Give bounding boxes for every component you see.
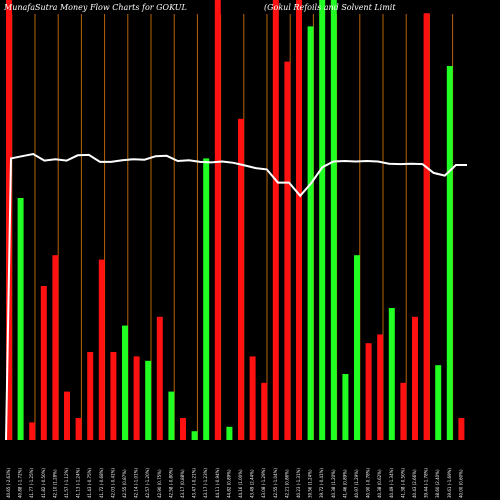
bar	[75, 418, 82, 440]
x-tick-label: 38.60 (2.40%)	[435, 469, 440, 498]
x-tick-label: 41.43 (-0.75%)	[87, 468, 92, 498]
x-tick-label: 42.90 (0.75%)	[157, 469, 162, 498]
bar	[214, 0, 221, 440]
x-tick-label: 41.72 (-0.68%)	[99, 468, 104, 498]
x-tick-label: 40.38 (0.62%)	[377, 469, 382, 498]
bar	[203, 158, 210, 440]
bar	[156, 316, 163, 440]
bar	[17, 198, 24, 440]
x-tick-label: 39.61 (-1.69%)	[447, 468, 452, 498]
x-tick-label: 39.44 (-1.78%)	[424, 468, 429, 498]
bar	[307, 26, 314, 441]
chart-title-right: (Gokul Refoils and Solvent Limit	[264, 3, 396, 12]
bar	[29, 422, 36, 440]
x-tick-label: 41.57 (-1.12%)	[64, 468, 69, 498]
bar	[133, 356, 140, 440]
bar	[249, 356, 256, 440]
x-tick-label: 40.97 (1.29%)	[354, 469, 359, 498]
x-tick-label: 42.57 (-1.20%)	[145, 468, 150, 498]
x-tick-label: 42.55 (-1.04%)	[273, 468, 278, 498]
x-tick-label: 39.56 (1.24%)	[308, 469, 313, 498]
x-tick-label: 43.08 (-1.29%)	[261, 468, 266, 498]
bar	[40, 286, 47, 440]
x-tick-label: 44.82 (0.89%)	[226, 469, 231, 498]
bar	[365, 343, 372, 440]
price-line-path	[5, 152, 467, 441]
bar	[272, 0, 279, 440]
bar	[412, 316, 418, 440]
x-tick-label: 43.17 (0.88%)	[180, 469, 185, 498]
x-tick-label: 42.10 (1.28%)	[52, 469, 57, 498]
x-tick-label: 42.03 (-0.41%)	[110, 468, 115, 498]
x-tick-label: 44.16 (1.00%)	[238, 469, 243, 498]
x-tick-labels: 40.65 (-2.63%) 40.88 (-1.72%) 41.77 (-1.25…	[6, 468, 463, 498]
x-tick-label: 40.49 (-1.34%)	[389, 468, 394, 498]
x-tick-label: 40.23 (-1.31%)	[296, 468, 301, 498]
bar	[122, 325, 128, 440]
bar	[400, 382, 407, 440]
x-tick-label: 42.58 (-0.80%)	[168, 468, 173, 498]
x-tick-label: 40.38 (1.20%)	[331, 469, 336, 498]
bar	[64, 391, 70, 440]
x-tick-label: 41.82 (-0.50%)	[41, 468, 46, 498]
x-tick-label: 40.88 (-1.72%)	[18, 468, 23, 498]
x-tick-label: 40.00 (0.60%)	[458, 469, 463, 498]
chart-title-left: MunafaSutra Money Flow Charts for GOKUL	[3, 3, 187, 12]
x-tick-label: 43.47 (-0.21%)	[192, 468, 197, 498]
x-tick-label: 40.90 (-0.78%)	[366, 468, 371, 498]
x-tick-label: 42.21 (0.86%)	[284, 469, 289, 498]
bar	[446, 66, 453, 440]
bar	[296, 0, 302, 440]
bar	[423, 13, 430, 440]
bar	[180, 418, 186, 440]
bar	[98, 259, 105, 440]
x-tick-label: 42.14 (-1.01%)	[134, 468, 139, 498]
price-line	[5, 152, 467, 441]
bar	[330, 0, 337, 440]
bar	[145, 360, 152, 440]
bar	[354, 255, 360, 440]
x-tick-label: 43.17 (-1.23%)	[203, 468, 208, 498]
bar	[168, 391, 175, 440]
bar	[284, 61, 291, 440]
x-tick-label: 39.72 (-0.41%)	[319, 468, 324, 498]
x-tick-label: 40.43 (2.66%)	[412, 469, 417, 498]
bar	[388, 308, 395, 440]
bar	[458, 418, 465, 440]
x-tick-label: 41.38 (-0.50%)	[400, 468, 405, 498]
x-tick-label: 42.55 (0.87%)	[122, 469, 127, 498]
bar-series	[6, 0, 465, 441]
x-tick-label: 41.46 (0.89%)	[342, 469, 347, 498]
x-tick-label: 41.77 (-1.25%)	[29, 468, 34, 498]
x-tick-label: 41.13 (-1.24%)	[76, 468, 81, 498]
bar	[435, 365, 442, 440]
grid-lines	[11, 14, 454, 440]
x-tick-label: 40.65 (-2.63%)	[6, 468, 11, 498]
bar	[342, 374, 349, 440]
bar	[319, 0, 326, 440]
bar	[87, 352, 94, 440]
bar	[238, 118, 244, 441]
x-tick-label: 44.11 (-0.94%)	[215, 468, 220, 498]
bar	[226, 426, 233, 440]
x-tick-label: 43.49 (2.44%)	[250, 469, 255, 498]
bar	[377, 334, 384, 440]
bar	[261, 382, 268, 440]
bar	[52, 255, 59, 440]
bar	[191, 431, 198, 440]
bar	[110, 352, 117, 440]
